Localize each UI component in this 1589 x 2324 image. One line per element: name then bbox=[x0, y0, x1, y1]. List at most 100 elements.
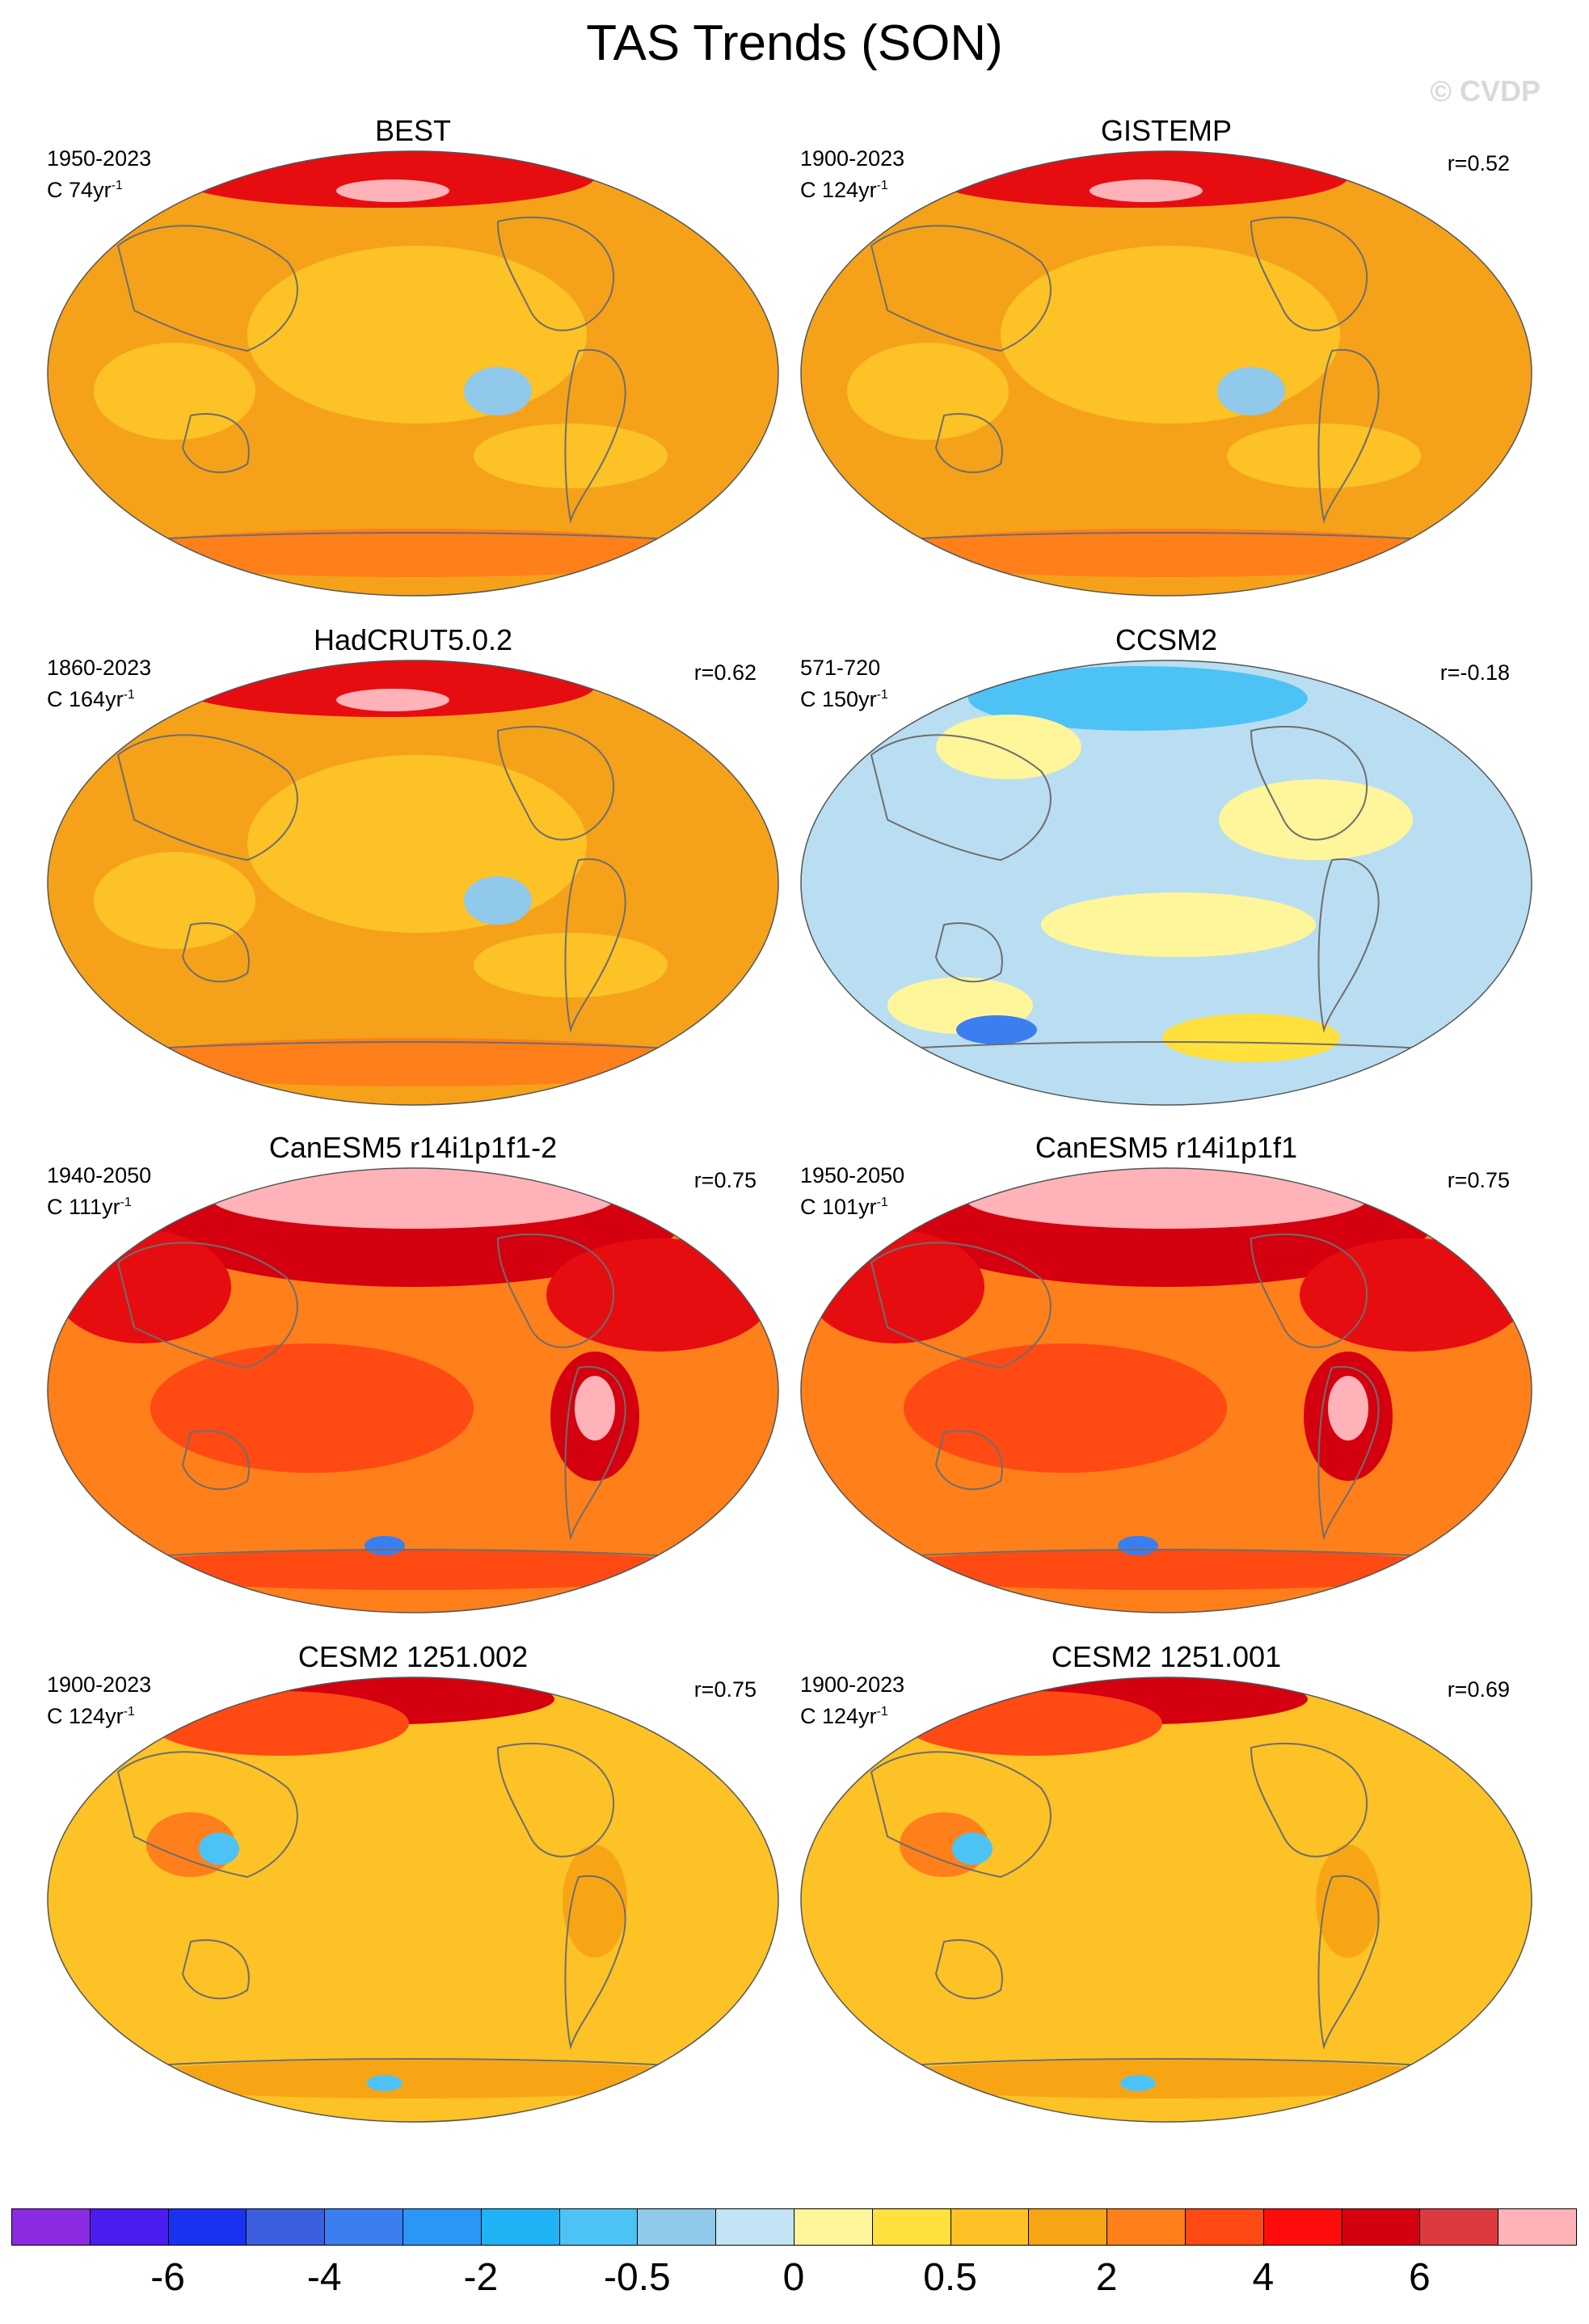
continent-outline-eurasia bbox=[116, 734, 298, 862]
trend-contour-region bbox=[106, 1550, 720, 1590]
trend-contour-region bbox=[859, 1550, 1473, 1590]
trend-contour-region bbox=[474, 933, 668, 998]
units-exponent: -1 bbox=[876, 179, 888, 192]
panel-meta: 571-720 C 150yr-1 bbox=[800, 655, 888, 713]
trend-map bbox=[47, 1167, 779, 1613]
panel-meta: 1940-2050 C 111yr-1 bbox=[47, 1162, 151, 1221]
colorbar-tick-label: 6 bbox=[1409, 2256, 1431, 2299]
map-panel-canesm5-2: CanESM5 r14i1p1f1-2 1940-2050 C 111yr-1 … bbox=[45, 1132, 781, 1617]
units-exponent: -1 bbox=[123, 688, 135, 702]
units-exponent: -1 bbox=[123, 1705, 135, 1719]
trend-contour-region bbox=[952, 1833, 993, 1865]
units-prefix: C bbox=[800, 1195, 816, 1219]
map-border bbox=[47, 150, 779, 597]
colorbar-segment bbox=[1262, 2208, 1342, 2246]
colorbar-segment bbox=[480, 2208, 560, 2246]
continent-outline-north-america bbox=[496, 1742, 615, 1858]
units-prefix: C bbox=[47, 1195, 63, 1219]
units-prefix: C bbox=[800, 1704, 816, 1728]
panel-title: CanESM5 r14i1p1f1-2 bbox=[268, 1131, 558, 1164]
units-prefix: C bbox=[47, 687, 63, 711]
continent-outline-south-america bbox=[564, 348, 626, 524]
units-prefix: C bbox=[800, 687, 816, 711]
colorbar-segment bbox=[89, 2208, 169, 2246]
trend-map bbox=[800, 660, 1532, 1106]
colorbar-segment bbox=[558, 2208, 639, 2246]
trend-contour-region bbox=[336, 689, 449, 711]
panel-meta: 1860-2023 C 164yr-1 bbox=[47, 655, 151, 713]
trend-contour-region bbox=[211, 1168, 615, 1229]
trend-contour-region bbox=[336, 179, 449, 202]
correlation-value: r=0.52 bbox=[1447, 151, 1510, 175]
correlation-value: r=0.75 bbox=[1447, 1168, 1510, 1192]
map-border bbox=[800, 1677, 1532, 2123]
trend-map bbox=[800, 150, 1532, 597]
map-border bbox=[47, 1167, 779, 1613]
continent-outline-north-america bbox=[1250, 1233, 1368, 1348]
colorbar-tick-label: 2 bbox=[1095, 2256, 1118, 2299]
trend-contour-region bbox=[1120, 2075, 1156, 2091]
colorbar-tick-label: 0.5 bbox=[923, 2256, 977, 2299]
trend-contour-region bbox=[106, 1038, 720, 1086]
trend-length: 124 bbox=[69, 1704, 106, 1728]
units-exponent: -1 bbox=[876, 688, 888, 702]
units-exponent: -1 bbox=[876, 1705, 888, 1719]
panel-meta: 1950-2050 C 101yr-1 bbox=[800, 1162, 904, 1221]
panel-meta: 1900-2023 C 124yr-1 bbox=[800, 146, 904, 204]
continent-outline-north-america bbox=[496, 1233, 615, 1348]
colorbar bbox=[11, 2208, 1577, 2247]
trend-length: 101 bbox=[822, 1195, 859, 1219]
trend-contour-region bbox=[1217, 367, 1285, 415]
colorbar-segment bbox=[1498, 2208, 1577, 2246]
trend-length: 111 bbox=[69, 1195, 103, 1219]
units-suffix: yr bbox=[105, 687, 124, 711]
trend-contour-region bbox=[1316, 1845, 1380, 1958]
continent-outline-australia bbox=[181, 922, 250, 983]
colorbar-tick-label: 4 bbox=[1252, 2256, 1275, 2299]
panel-meta: 1950-2023 C 74yr-1 bbox=[47, 146, 151, 204]
trend-length: 74 bbox=[69, 178, 94, 202]
colorbar-segment bbox=[637, 2208, 717, 2246]
map-field bbox=[48, 1168, 778, 1613]
colorbar-segment bbox=[1185, 2208, 1264, 2246]
colorbar-tick-label: -2 bbox=[463, 2256, 499, 2299]
trend-contour-region bbox=[247, 755, 587, 933]
map-panel-best: BEST 1950-2023 C 74yr-1 bbox=[45, 115, 781, 600]
panel-period: 571-720 bbox=[800, 656, 881, 680]
trend-contour-region bbox=[94, 852, 255, 949]
map-border bbox=[800, 660, 1532, 1106]
trend-length: 150 bbox=[822, 687, 859, 711]
colorbar-tick-label: -0.5 bbox=[604, 2256, 671, 2299]
map-field bbox=[48, 151, 778, 596]
colorbar-segment bbox=[167, 2208, 247, 2246]
units-suffix: yr bbox=[858, 1704, 877, 1728]
units-exponent: -1 bbox=[876, 1196, 888, 1209]
trend-contour-region bbox=[365, 1536, 405, 1555]
colorbar-segment bbox=[950, 2208, 1030, 2246]
panel-period: 1900-2023 bbox=[800, 1672, 905, 1697]
continent-outline-australia bbox=[181, 1430, 250, 1491]
trend-map bbox=[47, 1677, 779, 2123]
panel-title: CESM2 1251.002 bbox=[297, 1640, 529, 1673]
trend-contour-region bbox=[474, 424, 668, 488]
units-suffix: yr bbox=[858, 687, 877, 711]
colorbar-segment bbox=[1419, 2208, 1499, 2246]
units-suffix: yr bbox=[102, 1195, 120, 1219]
trend-contour-region bbox=[1227, 424, 1421, 488]
colorbar-segment bbox=[871, 2208, 951, 2246]
units-suffix: yr bbox=[858, 178, 877, 202]
units-prefix: C bbox=[47, 1704, 63, 1728]
trend-map bbox=[800, 1677, 1532, 2123]
map-field bbox=[801, 1168, 1532, 1613]
continent-outline-australia bbox=[934, 1939, 1003, 2000]
units-prefix: C bbox=[47, 178, 63, 202]
colorbar-tick-label: 0 bbox=[782, 2256, 805, 2299]
trend-contour-region bbox=[367, 2075, 403, 2091]
map-background bbox=[801, 1677, 1532, 2122]
trend-map bbox=[47, 660, 779, 1106]
trend-contour-region bbox=[106, 2060, 720, 2098]
cvdp-watermark: © CVDP bbox=[1430, 74, 1541, 108]
trend-contour-region bbox=[1300, 1238, 1526, 1352]
units-prefix: C bbox=[800, 178, 816, 202]
trend-contour-region bbox=[150, 1343, 474, 1473]
